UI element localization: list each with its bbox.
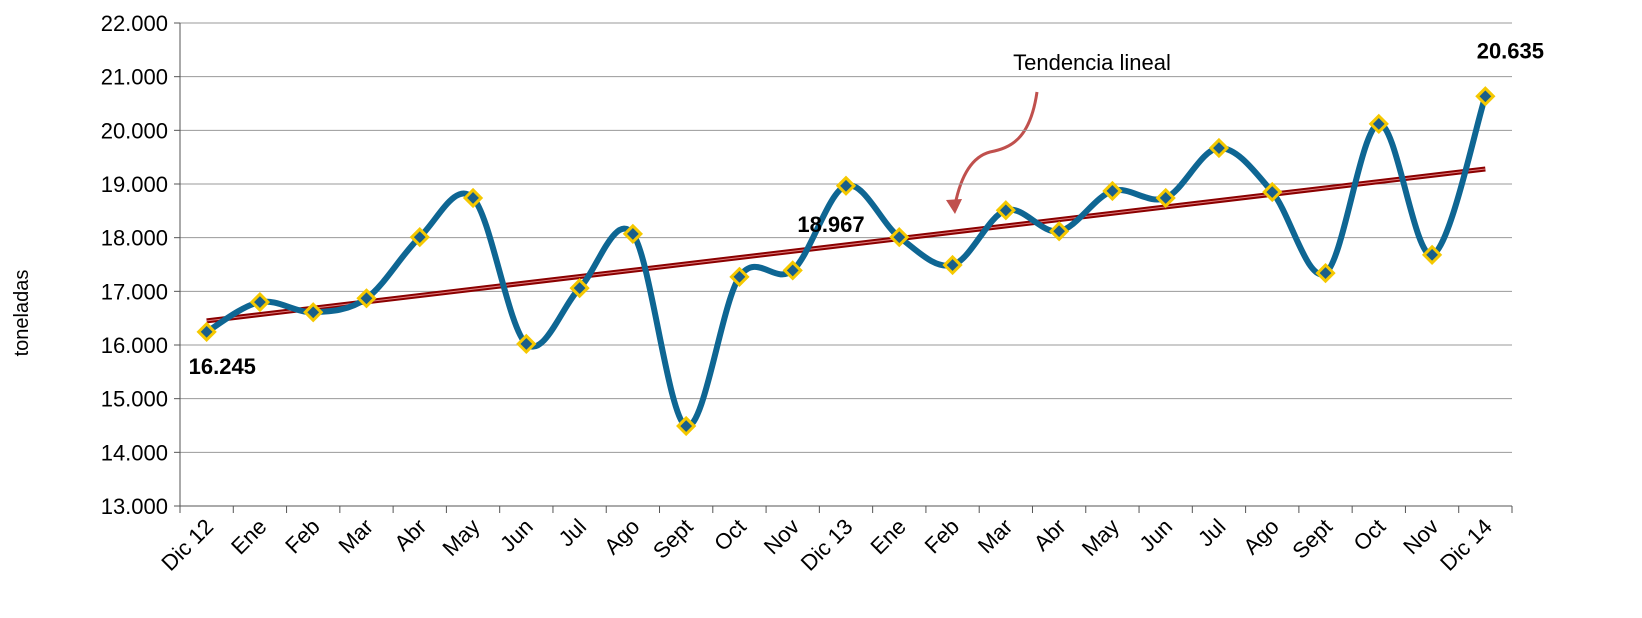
data-label: 16.245 <box>189 354 256 379</box>
marker <box>835 175 857 196</box>
x-tick-label: Mar <box>973 514 1017 558</box>
x-tick-label: Sept <box>648 514 698 564</box>
y-tick-label: 14.000 <box>101 440 168 465</box>
y-tick-label: 21.000 <box>101 65 168 90</box>
y-tick-label: 22.000 <box>101 11 168 36</box>
marker <box>516 333 537 355</box>
marker <box>942 254 963 276</box>
marker <box>622 223 644 245</box>
x-tick-label: Oct <box>1348 514 1390 556</box>
annotation: Tendencia lineal <box>1013 50 1171 75</box>
x-tick-label: Feb <box>920 514 964 558</box>
x-tick-label: May <box>1077 514 1124 561</box>
marker <box>569 277 590 299</box>
x-tick-label: Dic 13 <box>796 514 858 576</box>
y-tick-label: 15.000 <box>101 387 168 412</box>
x-tick-label: Nov <box>759 514 804 559</box>
marker <box>729 266 750 287</box>
marker <box>889 227 910 248</box>
x-tick-label: Ene <box>226 514 271 559</box>
marker <box>1315 262 1336 284</box>
marker <box>1262 181 1283 203</box>
marker <box>1102 180 1123 202</box>
y-tick-label: 19.000 <box>101 172 168 197</box>
y-tick-label: 18.000 <box>101 226 168 251</box>
marker <box>995 200 1016 221</box>
x-tick-label: Sept <box>1287 514 1337 564</box>
marker <box>676 415 697 437</box>
x-tick-label: Ago <box>599 514 644 559</box>
x-tick-label: May <box>438 514 485 561</box>
marker <box>782 260 803 281</box>
x-tick-label: Jul <box>1193 514 1231 552</box>
x-tick-label: Jun <box>495 514 538 557</box>
annotation-arrow <box>953 91 1039 206</box>
marker <box>356 288 377 309</box>
x-tick-label: Oct <box>709 514 751 556</box>
marker <box>409 227 430 248</box>
marker <box>1475 86 1496 107</box>
marker <box>1208 137 1230 159</box>
x-tick-label: Feb <box>280 514 324 558</box>
y-tick-label: 13.000 <box>101 494 168 519</box>
data-label: 20.635 <box>1477 38 1544 63</box>
marker <box>1155 187 1176 209</box>
x-tick-label: Dic 14 <box>1435 514 1497 576</box>
y-axis-label: toneladas <box>11 270 33 357</box>
y-tick-label: 16.000 <box>101 333 168 358</box>
marker <box>1048 221 1070 242</box>
marker <box>462 187 484 209</box>
x-tick-label: Ago <box>1238 514 1283 559</box>
marker <box>1368 113 1389 135</box>
y-tick-label: 17.000 <box>101 279 168 304</box>
annotation-arrowhead <box>946 199 962 214</box>
x-tick-label: Jun <box>1134 514 1177 557</box>
x-tick-label: Abr <box>389 514 431 556</box>
x-tick-label: Dic 12 <box>156 514 218 576</box>
x-tick-label: Mar <box>334 514 378 558</box>
marker <box>196 321 217 342</box>
x-tick-label: Jul <box>554 514 592 552</box>
x-tick-label: Abr <box>1029 514 1071 556</box>
marker <box>249 291 271 313</box>
marker <box>303 302 324 323</box>
x-tick-label: Ene <box>865 514 910 559</box>
marker <box>1421 244 1443 265</box>
y-tick-label: 20.000 <box>101 118 168 143</box>
series-line <box>205 95 1489 430</box>
data-label: 18.967 <box>797 212 864 237</box>
x-tick-label: Nov <box>1398 514 1443 559</box>
